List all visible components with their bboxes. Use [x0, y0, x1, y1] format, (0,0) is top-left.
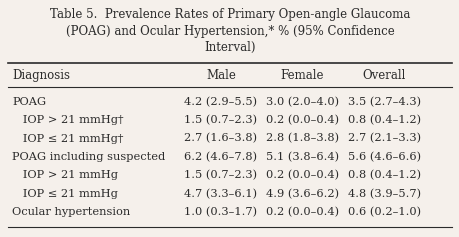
- Text: Overall: Overall: [362, 69, 405, 82]
- Text: POAG: POAG: [12, 97, 46, 107]
- Text: 0.8 (0.4–1.2): 0.8 (0.4–1.2): [347, 115, 420, 125]
- Text: 0.6 (0.2–1.0): 0.6 (0.2–1.0): [347, 207, 420, 217]
- Text: 1.5 (0.7–2.3): 1.5 (0.7–2.3): [184, 170, 257, 181]
- Text: 0.2 (0.0–0.4): 0.2 (0.0–0.4): [265, 207, 338, 217]
- Text: 0.2 (0.0–0.4): 0.2 (0.0–0.4): [265, 115, 338, 125]
- Text: 0.2 (0.0–0.4): 0.2 (0.0–0.4): [265, 170, 338, 181]
- Text: 0.8 (0.4–1.2): 0.8 (0.4–1.2): [347, 170, 420, 181]
- Text: 1.5 (0.7–2.3): 1.5 (0.7–2.3): [184, 115, 257, 125]
- Text: Interval): Interval): [204, 41, 255, 54]
- Text: 4.7 (3.3–6.1): 4.7 (3.3–6.1): [184, 189, 257, 199]
- Text: 5.1 (3.8–6.4): 5.1 (3.8–6.4): [265, 152, 338, 162]
- Text: 2.7 (1.6–3.8): 2.7 (1.6–3.8): [184, 133, 257, 144]
- Text: 1.0 (0.3–1.7): 1.0 (0.3–1.7): [184, 207, 257, 217]
- Text: IOP > 21 mmHg: IOP > 21 mmHg: [12, 170, 118, 180]
- Text: 4.9 (3.6–6.2): 4.9 (3.6–6.2): [265, 189, 338, 199]
- Text: 4.8 (3.9–5.7): 4.8 (3.9–5.7): [347, 189, 420, 199]
- Text: Diagnosis: Diagnosis: [12, 69, 70, 82]
- Text: IOP ≤ 21 mmHg: IOP ≤ 21 mmHg: [12, 189, 118, 199]
- Text: Ocular hypertension: Ocular hypertension: [12, 207, 130, 217]
- Text: 2.7 (2.1–3.3): 2.7 (2.1–3.3): [347, 133, 420, 144]
- Text: 4.2 (2.9–5.5): 4.2 (2.9–5.5): [184, 97, 257, 107]
- Text: Female: Female: [280, 69, 324, 82]
- Text: Table 5.  Prevalence Rates of Primary Open-angle Glaucoma: Table 5. Prevalence Rates of Primary Ope…: [50, 9, 409, 21]
- Text: 2.8 (1.8–3.8): 2.8 (1.8–3.8): [265, 133, 338, 144]
- Text: POAG including suspected: POAG including suspected: [12, 152, 165, 162]
- Text: 3.0 (2.0–4.0): 3.0 (2.0–4.0): [265, 97, 338, 107]
- Text: 5.6 (4.6–6.6): 5.6 (4.6–6.6): [347, 152, 420, 162]
- Text: 3.5 (2.7–4.3): 3.5 (2.7–4.3): [347, 97, 420, 107]
- Text: (POAG) and Ocular Hypertension,* % (95% Confidence: (POAG) and Ocular Hypertension,* % (95% …: [66, 25, 393, 38]
- Text: Male: Male: [206, 69, 235, 82]
- Text: IOP > 21 mmHg†: IOP > 21 mmHg†: [12, 115, 124, 125]
- Text: 6.2 (4.6–7.8): 6.2 (4.6–7.8): [184, 152, 257, 162]
- Text: IOP ≤ 21 mmHg†: IOP ≤ 21 mmHg†: [12, 134, 123, 144]
